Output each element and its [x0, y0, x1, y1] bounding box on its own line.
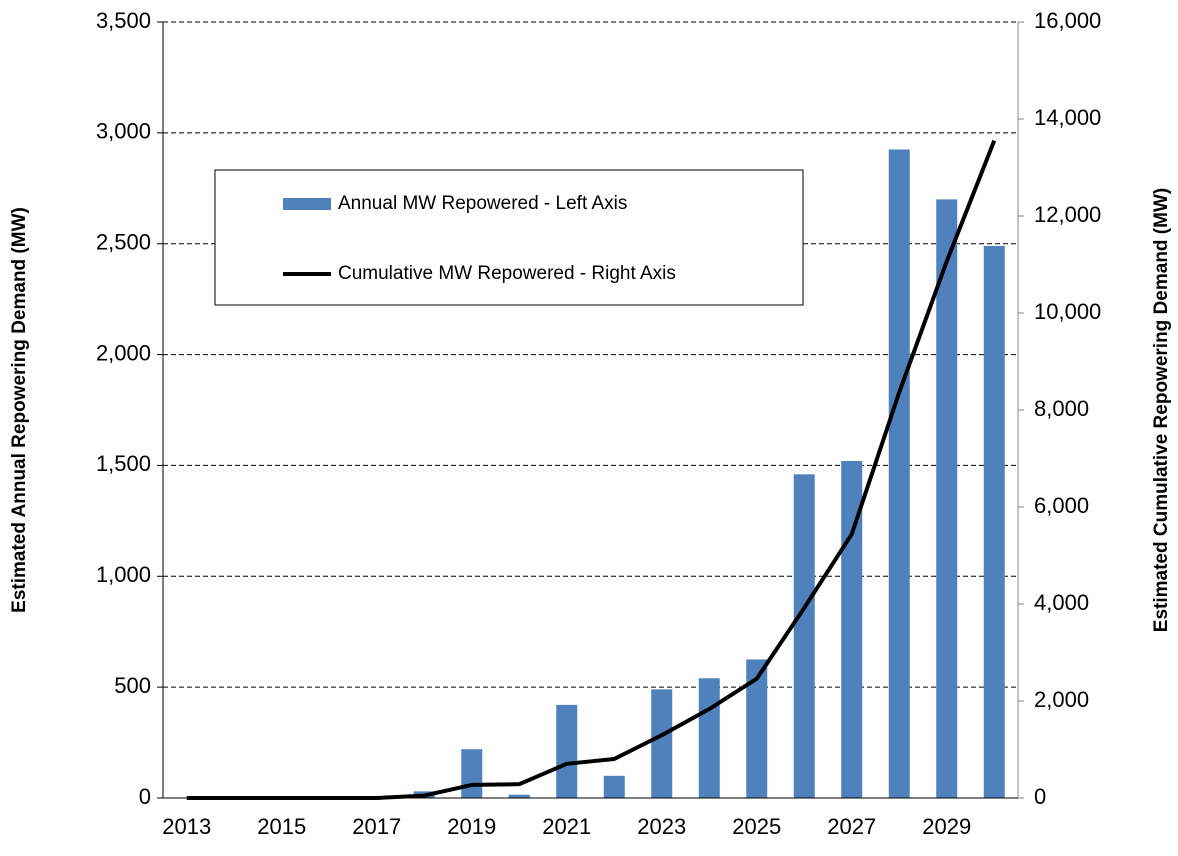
- y-tick-label: 1,000: [96, 562, 151, 587]
- y2-axis-label: Estimated Cumulative Repowering Demand (…: [1151, 188, 1172, 632]
- y-tick-label: 3,000: [96, 119, 151, 144]
- bar: [698, 678, 720, 798]
- legend-box: [214, 169, 804, 306]
- y2-tick-label: 4,000: [1034, 590, 1089, 615]
- legend-label: Annual MW Repowered - Left Axis: [338, 193, 627, 214]
- y-tick-label: 2,000: [96, 340, 151, 365]
- x-tick-label: 2017: [352, 814, 401, 839]
- x-tick-label: 2013: [162, 814, 211, 839]
- y2-tick-label: 8,000: [1034, 396, 1089, 421]
- legend-swatch: [283, 198, 331, 210]
- bar: [793, 474, 815, 798]
- y-axis-label: Estimated Annual Repowering Demand (MW): [9, 207, 30, 613]
- y-tick-label: 2,500: [96, 230, 151, 255]
- y2-tick-label: 14,000: [1034, 105, 1101, 130]
- y-tick-label: 0: [139, 784, 151, 809]
- x-tick-label: 2021: [542, 814, 591, 839]
- y2-tick-label: 0: [1034, 784, 1046, 809]
- y2-tick-label: 2,000: [1034, 687, 1089, 712]
- bar: [603, 775, 625, 798]
- bar: [461, 749, 483, 798]
- x-tick-label: 2027: [827, 814, 876, 839]
- y-tick-label: 1,500: [96, 451, 151, 476]
- x-tick-label: 2023: [637, 814, 686, 839]
- bar: [746, 659, 768, 798]
- x-tick-label: 2019: [447, 814, 496, 839]
- legend-label: Cumulative MW Repowered - Right Axis: [338, 263, 676, 284]
- y2-tick-label: 16,000: [1034, 8, 1101, 33]
- x-tick-label: 2015: [257, 814, 306, 839]
- y-tick-label: 500: [114, 673, 151, 698]
- y2-tick-label: 12,000: [1034, 202, 1101, 227]
- bar: [936, 199, 958, 798]
- bar: [556, 704, 578, 798]
- y-tick-label: 3,500: [96, 8, 151, 33]
- y2-tick-label: 6,000: [1034, 493, 1089, 518]
- bar: [508, 794, 530, 798]
- bar: [888, 149, 910, 798]
- y2-tick-label: 10,000: [1034, 299, 1101, 324]
- x-tick-label: 2029: [922, 814, 971, 839]
- x-tick-label: 2025: [732, 814, 781, 839]
- bar: [651, 689, 673, 798]
- bar: [983, 245, 1005, 799]
